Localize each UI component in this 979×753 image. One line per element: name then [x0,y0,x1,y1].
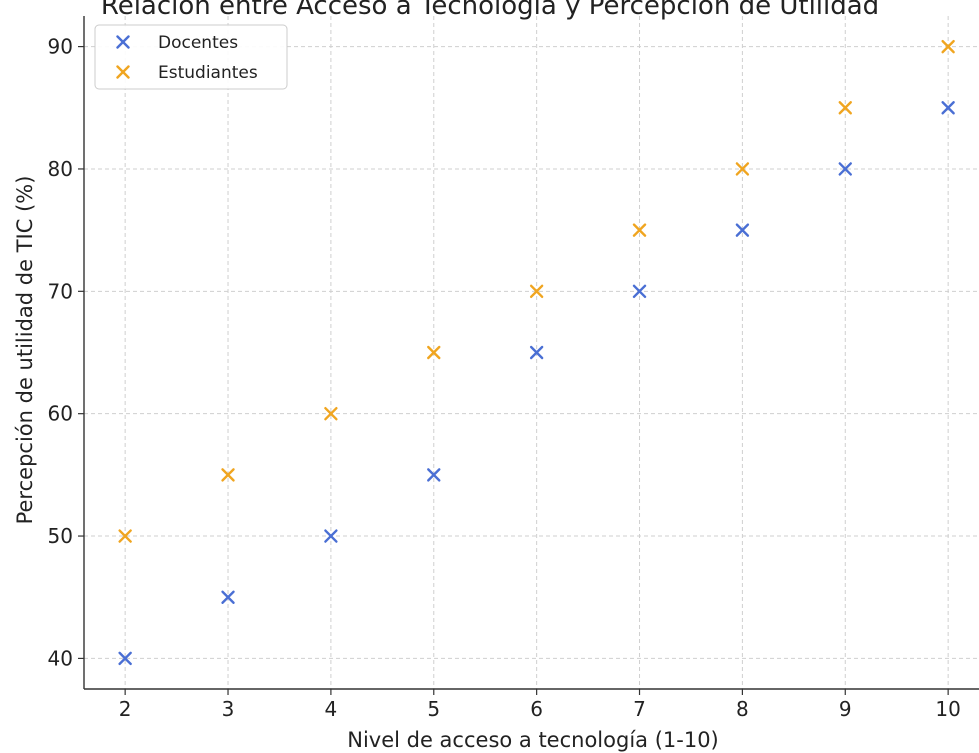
data-point [941,39,955,54]
series-estudiantes [118,39,955,543]
data-point [118,651,132,666]
data-point [632,284,647,299]
data-point [735,223,750,237]
data-point [221,590,235,604]
y-tick-label: 50 [48,524,73,548]
legend: Docentes Estudiantes [94,24,288,90]
legend-label: Docentes [158,33,238,53]
y-tick-label: 90 [48,35,73,59]
y-tick-label: 60 [48,402,73,426]
x-tick-label: 4 [325,697,338,721]
axes [78,16,979,695]
y-axis-label: Percepción de utilidad de TIC (%) [13,176,37,525]
data-point [529,345,544,360]
chart-title: Relación entre Acceso a Tecnología y Per… [101,0,879,21]
legend-marker [116,35,130,49]
data-point [529,284,544,299]
y-tick-label: 40 [48,646,73,670]
data-point [427,345,441,360]
x-tick-label: 2 [119,697,132,721]
x-tick-label: 3 [222,697,235,721]
data-points [118,39,955,666]
y-tick-label: 80 [48,157,73,181]
x-tick-label: 5 [427,697,440,721]
data-point [324,529,338,543]
x-tick-label: 10 [935,697,960,721]
tick-labels: 2 3 4 5 6 7 8 9 10 40 50 60 70 80 90 [48,35,961,721]
data-point [941,101,955,115]
data-point [632,223,647,237]
series-docentes [118,101,955,666]
x-tick-label: 6 [530,697,543,721]
y-tick-label: 70 [48,279,73,303]
legend-box [94,24,288,90]
x-tick-label: 9 [839,697,852,721]
x-tick-label: 8 [736,697,749,721]
data-point [221,468,235,482]
legend-label: Estudiantes [158,63,258,83]
data-point [838,101,852,115]
x-axis-label: Nivel de acceso a tecnología (1-10) [347,728,719,752]
data-point [427,468,441,482]
grid-lines [84,16,979,689]
legend-marker [116,65,130,79]
data-point [118,529,132,543]
data-point [735,162,750,176]
data-point [838,162,852,176]
data-point [324,406,338,421]
x-tick-label: 7 [633,697,646,721]
